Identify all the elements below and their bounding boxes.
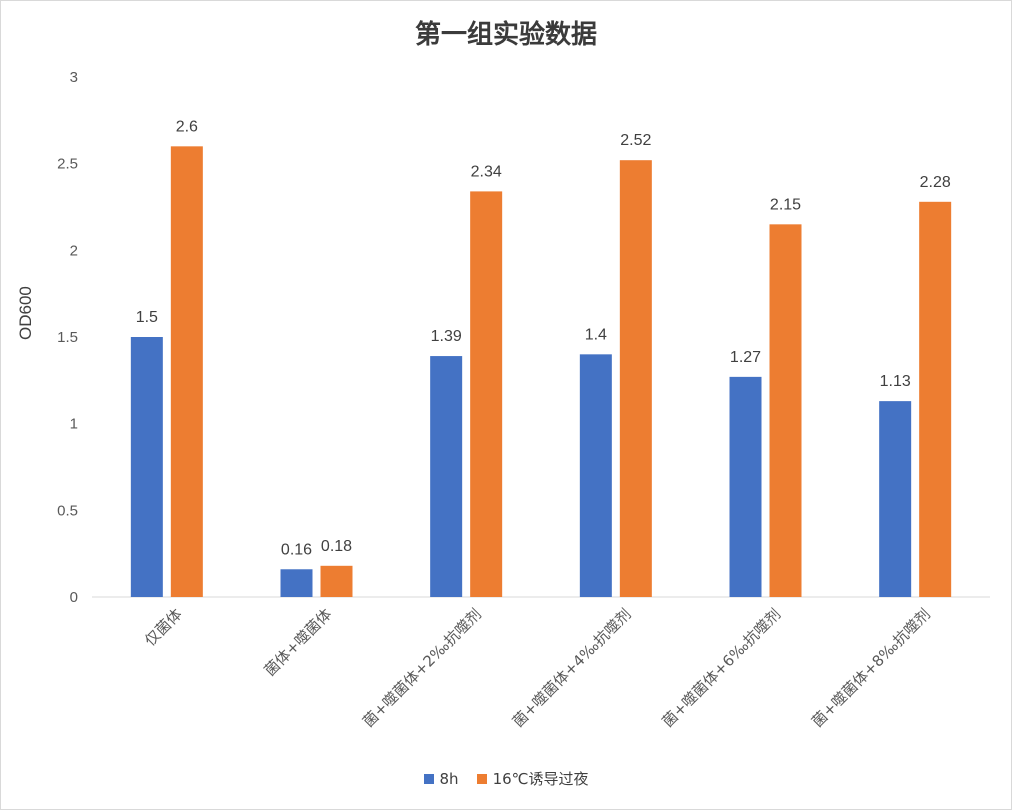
bar	[430, 356, 463, 597]
data-label: 0.18	[321, 538, 352, 555]
data-label: 2.6	[176, 118, 198, 135]
x-tick-label: 菌+噬菌体+4‰抗噬剂	[509, 605, 635, 731]
bar	[130, 337, 163, 597]
x-tick-label: 菌体+噬菌体	[261, 605, 336, 680]
bar	[729, 376, 762, 597]
y-tick-label: 1.5	[57, 329, 78, 346]
data-label: 1.5	[136, 309, 158, 326]
legend-item-series-1: 8h	[423, 769, 459, 788]
bar	[619, 160, 652, 597]
x-tick-label: 仅菌体	[141, 605, 186, 650]
data-label: 2.34	[471, 163, 502, 180]
bar	[579, 354, 612, 597]
y-tick-label: 1	[70, 416, 78, 433]
bar	[879, 401, 912, 597]
bar	[470, 191, 503, 597]
data-label: 2.52	[620, 132, 651, 149]
data-label: 1.39	[431, 328, 462, 345]
y-tick-label: 2.5	[57, 156, 78, 173]
data-label: 1.13	[880, 373, 911, 390]
legend: 8h 16℃诱导过夜	[0, 768, 1012, 789]
legend-item-series-2: 16℃诱导过夜	[476, 768, 589, 789]
x-tick-label: 菌+噬菌体+8‰抗噬剂	[808, 605, 934, 731]
bar	[320, 565, 353, 597]
data-label: 2.15	[770, 196, 801, 213]
x-tick-label: 菌+噬菌体+2‰抗噬剂	[359, 605, 485, 731]
legend-label-series-1: 8h	[439, 769, 459, 788]
bar	[170, 146, 203, 598]
y-tick-label: 0	[70, 589, 78, 606]
chart-title: 第一组实验数据	[414, 20, 597, 50]
x-tick-label: 菌+噬菌体+6‰抗噬剂	[659, 605, 785, 731]
y-tick-label: 2	[70, 242, 78, 259]
legend-label-series-2: 16℃诱导过夜	[492, 770, 589, 788]
legend-swatch-series-2	[476, 773, 487, 784]
bar	[280, 569, 313, 597]
data-label: 0.16	[281, 541, 312, 558]
bar	[769, 224, 802, 598]
data-label: 1.27	[730, 349, 761, 366]
legend-swatch-series-1	[423, 773, 434, 784]
data-label: 1.4	[585, 326, 607, 343]
y-tick-label: 3	[70, 69, 78, 86]
data-label: 2.28	[920, 174, 951, 191]
y-tick-label: 0.5	[57, 502, 78, 519]
bar	[919, 201, 952, 598]
